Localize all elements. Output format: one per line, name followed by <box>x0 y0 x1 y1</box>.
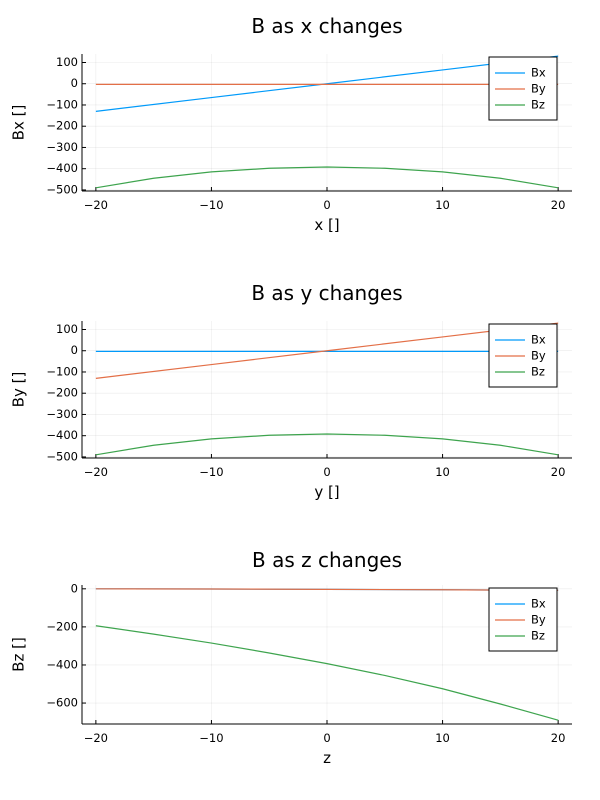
legend-label-bz: Bz <box>531 98 545 112</box>
y-tick-label: −600 <box>46 696 78 710</box>
legend-label-bz: Bz <box>531 629 545 643</box>
series-line-by <box>95 322 559 379</box>
x-tick-label: 10 <box>435 731 450 745</box>
x-tick-label: 10 <box>435 465 450 479</box>
y-tick-label: −400 <box>46 428 78 442</box>
x-tick-label: 0 <box>323 465 330 479</box>
legend-label-bx: Bx <box>531 66 546 80</box>
y-tick-label: 0 <box>71 343 78 357</box>
x-tick-label: −20 <box>84 465 108 479</box>
x-tick-label: −20 <box>84 731 108 745</box>
x-tick-label: 0 <box>323 198 330 212</box>
y-tick-label: −500 <box>46 449 78 463</box>
chart-title: B as x changes <box>251 14 402 38</box>
legend-label-bz: Bz <box>531 365 545 379</box>
y-tick-label: 100 <box>56 322 78 336</box>
series-line-by <box>95 588 559 591</box>
y-tick-label: 0 <box>71 76 78 90</box>
y-tick-label: −300 <box>46 140 78 154</box>
series-line-bx <box>95 55 559 112</box>
chart-title: B as z changes <box>252 548 402 572</box>
legend: Bx By Bz <box>488 587 558 652</box>
y-tick-label: −100 <box>46 364 78 378</box>
x-tick-label: −10 <box>199 731 223 745</box>
y-axis-label: Bz [] <box>10 637 28 672</box>
x-tick-label: 20 <box>551 731 566 745</box>
chart-panel-2: B as y changes−20 −10 0 10 201000−100−200−30… <box>10 281 572 501</box>
y-axis-label: Bx [] <box>10 105 28 141</box>
gridlines <box>82 54 572 191</box>
chart-panel-3: B as z changes −20 −10 0 10 20 0 −200 −400 −600 z B… <box>10 548 572 767</box>
x-tick-label: 20 <box>551 465 566 479</box>
y-tick-label: 0 <box>71 581 78 595</box>
series-line-bz <box>95 625 559 721</box>
y-tick-label: 100 <box>56 55 78 69</box>
x-tick-label: 10 <box>435 198 450 212</box>
x-axis-label: y [] <box>314 483 339 501</box>
series-line-bz <box>95 166 559 189</box>
x-axis-label: z <box>323 749 331 767</box>
chart-panel-1: B as x changes−20 −10 0 10 201000−100−200−30… <box>10 14 572 234</box>
legend-label-by: By <box>531 82 546 96</box>
y-tick-label: −200 <box>46 619 78 633</box>
legend: Bx By Bz <box>488 56 558 121</box>
gridlines <box>82 321 572 458</box>
y-tick-label: −200 <box>46 386 78 400</box>
legend-label-bx: Bx <box>531 597 546 611</box>
legend-label-bx: Bx <box>531 333 546 347</box>
legend: Bx By Bz <box>488 323 558 388</box>
legend-label-by: By <box>531 349 546 363</box>
y-tick-label: −100 <box>46 97 78 111</box>
x-tick-label: 20 <box>551 198 566 212</box>
chart-title: B as y changes <box>251 281 402 305</box>
y-tick-label: −400 <box>46 657 78 671</box>
x-axis-label: x [] <box>314 216 339 234</box>
y-tick-label: −500 <box>46 182 78 196</box>
x-tick-label: 0 <box>323 731 330 745</box>
x-tick-label: −10 <box>199 465 223 479</box>
x-tick-label: −20 <box>84 198 108 212</box>
y-tick-label: −300 <box>46 407 78 421</box>
legend-label-by: By <box>531 613 546 627</box>
x-tick-label: −10 <box>199 198 223 212</box>
y-tick-label: −400 <box>46 161 78 175</box>
panels: B as x changes−20 −10 0 10 201000−100−200−30… <box>10 14 572 767</box>
y-axis-label: By [] <box>10 372 28 408</box>
series-line-bz <box>95 433 559 456</box>
y-tick-label: −200 <box>46 119 78 133</box>
